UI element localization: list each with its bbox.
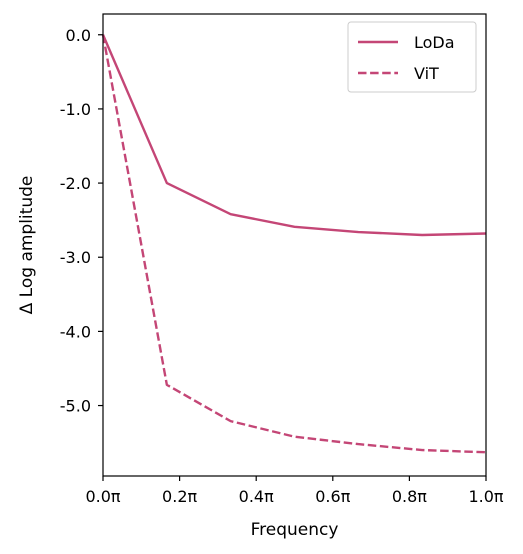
x-axis-label: Frequency: [251, 520, 339, 540]
x-tick-label: 0.8π: [392, 487, 427, 506]
axes-frame: [102, 13, 487, 477]
series-line-loda: [101, 34, 487, 237]
legend: LoDa ViT: [347, 21, 477, 93]
y-axis-label: Δ Log amplitude: [17, 176, 37, 315]
x-tick-label: 0.2π: [162, 487, 197, 506]
y-tick-label: -4.0: [60, 322, 91, 341]
y-tick-label: -3.0: [60, 248, 91, 267]
legend-label-vit: ViT: [414, 64, 439, 83]
x-tick-label: 1.0π: [468, 487, 503, 506]
series-line-vit: [101, 34, 487, 454]
x-tick-label: 0.0π: [85, 487, 120, 506]
y-tick-label: -1.0: [60, 100, 91, 119]
y-tick-label: -5.0: [60, 397, 91, 416]
axes: 0.0π 0.2π 0.4π 0.6π 0.8π 1.0π 0.0 -1.0 -2.0 -3.0 -…: [60, 13, 504, 506]
y-tick-label: -2.0: [60, 174, 91, 193]
x-tick-label: 0.4π: [239, 487, 274, 506]
y-tick-label: 0.0: [66, 26, 91, 45]
legend-label-loda: LoDa: [414, 33, 455, 52]
x-tick-label: 0.6π: [315, 487, 350, 506]
plot-area: [101, 34, 487, 454]
legend-box: [347, 21, 477, 93]
